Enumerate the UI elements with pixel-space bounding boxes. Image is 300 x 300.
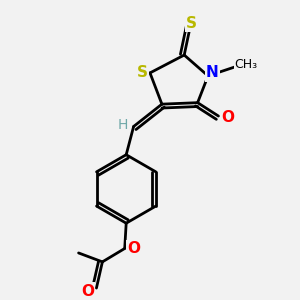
Text: O: O xyxy=(127,241,140,256)
Text: O: O xyxy=(81,284,94,298)
Text: H: H xyxy=(118,118,128,132)
Text: CH₃: CH₃ xyxy=(235,58,258,71)
Text: S: S xyxy=(186,16,197,31)
Text: N: N xyxy=(206,65,219,80)
Text: O: O xyxy=(221,110,235,125)
Text: S: S xyxy=(137,65,148,80)
